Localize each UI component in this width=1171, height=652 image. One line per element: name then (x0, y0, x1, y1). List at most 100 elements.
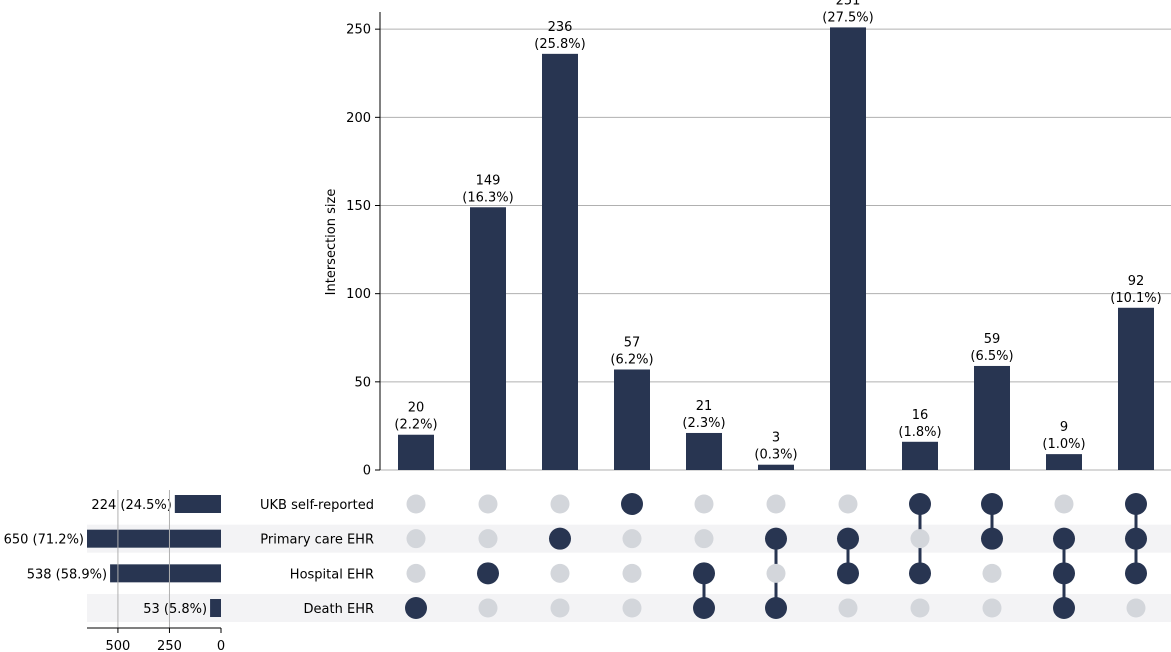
matrix-dot-active (909, 493, 931, 515)
matrix-dot-active (981, 493, 1003, 515)
matrix-dot-inactive (694, 494, 714, 514)
bar-count-label: 57 (624, 335, 641, 350)
bar-percent-label: (2.3%) (682, 416, 725, 431)
set-size-tick-label: 250 (157, 639, 182, 652)
matrix-dot-active (621, 493, 643, 515)
matrix-dot-inactive (622, 563, 642, 583)
matrix-dot-active (1125, 527, 1147, 550)
bar-percent-label: (25.8%) (534, 37, 585, 52)
set-size-label: 53 (5.8%) (143, 602, 207, 617)
intersection-bar (902, 441, 938, 470)
intersection-bar (614, 369, 650, 470)
matrix-dot-active (837, 562, 859, 585)
matrix-dot-inactive (406, 529, 426, 549)
matrix-dot-inactive (982, 563, 1002, 583)
y-tick-label: 50 (354, 375, 371, 390)
bar-count-label: 92 (1128, 274, 1145, 289)
bar-count-label: 3 (772, 431, 780, 446)
bar-percent-label: (27.5%) (822, 10, 873, 25)
matrix-dot-active (765, 527, 787, 550)
matrix-dot-inactive (694, 529, 714, 549)
intersection-bar (830, 27, 866, 471)
y-axis-label: Intersection size (324, 189, 339, 296)
set-name-label: Hospital EHR (290, 567, 374, 582)
set-name-label: Primary care EHR (260, 533, 374, 548)
set-size-bars: 224 (24.5%) 650 (71.2%) 538 (58.9%) 53 (5.8… (4, 495, 221, 618)
matrix-dot-inactive (550, 563, 570, 583)
y-tick-label: 250 (346, 23, 371, 38)
matrix-dot-active (693, 562, 715, 585)
matrix-dot-inactive (550, 494, 570, 514)
matrix-dot-active (1053, 562, 1075, 585)
y-tick-label: 200 (346, 111, 371, 126)
intersection-bar-labels: 20 (2.2%) 149 (16.3%) 236 (25.8%) 57 (6.2%) 21 (2… (394, 0, 1161, 463)
matrix-dot-inactive (1054, 494, 1074, 514)
matrix-dot-inactive (478, 529, 498, 549)
matrix-dot-inactive (766, 494, 786, 514)
bar-count-label: 9 (1060, 420, 1068, 435)
intersection-bar (470, 207, 506, 471)
set-size-bar (174, 495, 221, 513)
matrix-dot-inactive (838, 598, 858, 618)
intersection-y-axis: 0 50 100 150 200 250 (346, 12, 381, 479)
matrix-dot-active (1125, 562, 1147, 585)
matrix-dot-inactive (550, 598, 570, 618)
intersection-bar (686, 432, 722, 470)
matrix-dot-active (477, 562, 499, 585)
bar-percent-label: (16.3%) (462, 190, 513, 205)
matrix-dot-active (549, 527, 571, 550)
matrix-dot-active (405, 597, 427, 620)
intersection-bars (398, 27, 1154, 471)
set-size-axis: 500 250 0 (87, 490, 225, 652)
bar-count-label: 251 (836, 0, 861, 8)
intersection-bar (974, 365, 1010, 470)
set-size-label: 650 (71.2%) (4, 533, 84, 548)
set-size-tick-label: 500 (106, 639, 131, 652)
set-size-bar (87, 529, 221, 548)
matrix-dot-inactive (622, 529, 642, 549)
bar-percent-label: (1.0%) (1042, 437, 1085, 452)
matrix-dot-inactive (982, 598, 1002, 618)
set-name-label: Death EHR (304, 602, 374, 617)
matrix-dot-active (1053, 597, 1075, 620)
matrix-dot-inactive (910, 529, 930, 549)
y-tick-label: 0 (363, 464, 371, 479)
matrix-dot-inactive (478, 494, 498, 514)
bar-count-label: 21 (696, 399, 713, 414)
matrix-dot-active (765, 597, 787, 620)
bar-count-label: 236 (548, 20, 573, 35)
matrix-dot-inactive (838, 494, 858, 514)
bar-percent-label: (0.3%) (754, 448, 797, 463)
bar-percent-label: (10.1%) (1110, 291, 1161, 306)
intersection-bar (758, 464, 794, 470)
bar-count-label: 20 (408, 401, 425, 416)
set-size-bar (110, 564, 221, 583)
matrix-dot-inactive (406, 563, 426, 583)
intersection-bar (398, 434, 434, 470)
bar-percent-label: (1.8%) (898, 425, 941, 440)
matrix-dot-inactive (1126, 598, 1146, 618)
intersection-bar (542, 53, 578, 471)
matrix-dot-active (837, 527, 859, 550)
matrix-dot-active (981, 527, 1003, 550)
set-size-tick-label: 0 (217, 639, 225, 652)
set-name-labels: UKB self-reported Primary care EHR Hospita… (260, 498, 374, 617)
matrix-dot-inactive (622, 598, 642, 618)
intersection-bar (1046, 454, 1082, 470)
y-tick-label: 150 (346, 199, 371, 214)
set-size-bar (210, 599, 221, 618)
bar-count-label: 16 (912, 408, 929, 423)
intersection-matrix (405, 493, 1147, 620)
bar-count-label: 149 (476, 173, 501, 188)
y-tick-label: 100 (346, 287, 371, 302)
bar-percent-label: (2.2%) (394, 418, 437, 433)
bar-count-label: 59 (984, 332, 1001, 347)
set-name-label: UKB self-reported (260, 498, 374, 513)
matrix-dot-inactive (766, 563, 786, 583)
set-size-label: 538 (58.9%) (27, 567, 107, 582)
intersection-bar (1118, 307, 1154, 470)
matrix-dot-active (1125, 493, 1147, 515)
set-size-label: 224 (24.5%) (91, 498, 171, 513)
matrix-dot-inactive (478, 598, 498, 618)
